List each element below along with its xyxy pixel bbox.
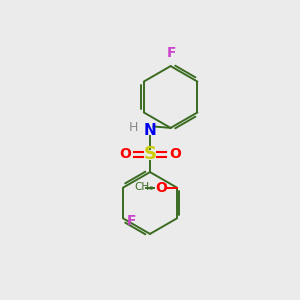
Text: S: S [143, 146, 157, 164]
Text: N: N [144, 123, 156, 138]
Text: F: F [127, 214, 136, 228]
Text: O: O [155, 181, 167, 194]
Text: CH₃: CH₃ [134, 182, 153, 192]
Text: O: O [119, 147, 131, 161]
Text: F: F [167, 46, 176, 60]
Text: O: O [169, 147, 181, 161]
Text: H: H [129, 122, 139, 134]
